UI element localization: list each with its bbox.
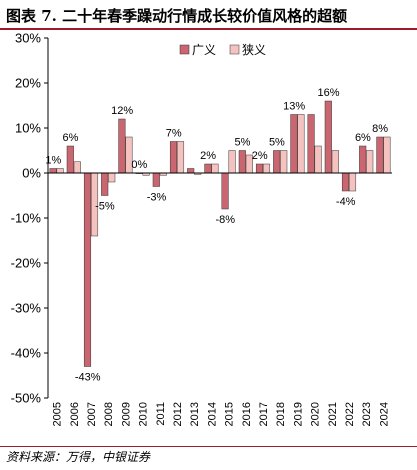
data-label-2015: -8%: [216, 214, 236, 226]
bar-narrow-2008: [108, 172, 116, 183]
legend-swatch-narrow: [229, 44, 240, 55]
x-tick-label-2017: 2017: [258, 402, 270, 426]
bar-broad-2021: [324, 100, 332, 174]
data-label-2011: -3%: [147, 192, 167, 204]
bar-narrow-2019: [297, 114, 305, 174]
x-tick-label-2010: 2010: [138, 402, 150, 426]
bar-narrow-2005: [56, 168, 64, 174]
bar-narrow-2017: [262, 163, 271, 174]
bar-broad-2012: [169, 141, 178, 174]
bar-broad-2020: [307, 114, 315, 174]
data-label-2008: -5%: [95, 201, 115, 213]
y-tick-label: 0%: [22, 166, 41, 181]
x-tick-label-2013: 2013: [189, 402, 201, 426]
data-label-2009: 12%: [111, 105, 133, 117]
x-tick-label-2009: 2009: [120, 402, 132, 426]
bar-broad-2016: [238, 150, 246, 174]
x-tick-label-2021: 2021: [327, 402, 339, 426]
data-label-2018: 5%: [269, 137, 285, 149]
y-tick-label: 30%: [15, 31, 41, 46]
bar-narrow-2018: [280, 150, 288, 174]
data-label-2024: 8%: [372, 123, 388, 135]
bar-narrow-2022: [348, 172, 357, 192]
legend-label-narrow: 狭义: [242, 43, 266, 57]
bar-broad-2005: [49, 168, 57, 174]
y-tick-label: -20%: [11, 256, 42, 271]
bar-broad-2023: [359, 145, 367, 174]
y-tick-label: -30%: [11, 301, 42, 316]
x-tick-label-2012: 2012: [172, 402, 184, 426]
x-tick-label-2015: 2015: [224, 402, 236, 426]
axes: 2005 2006 2007 2008 2009 2010 2011 2012 2013 2014…: [11, 31, 392, 426]
x-tick-label-2019: 2019: [292, 402, 304, 426]
title-rule: [0, 28, 417, 30]
data-label-2012: 7%: [166, 128, 182, 140]
bar-broad-2017: [255, 163, 264, 174]
bar-broad-2019: [290, 114, 298, 174]
bar-broad-2013: [187, 168, 195, 174]
bar-broad-2018: [273, 150, 281, 174]
y-tick-label: 10%: [15, 121, 41, 136]
data-labels: 1%6%-43%-5%12%0%-3%7%2%-8%5%2%5%13%16%-4…: [45, 87, 388, 384]
x-tick-label-2022: 2022: [344, 402, 356, 426]
data-label-2010: 0%: [131, 159, 147, 171]
bar-broad-2022: [341, 172, 350, 192]
x-tick-label-2007: 2007: [86, 402, 98, 426]
bar-narrow-2021: [331, 150, 339, 174]
data-label-2019: 13%: [283, 101, 305, 113]
x-tick-label-2018: 2018: [275, 402, 287, 426]
source-note: 资料来源：万得，中银证券: [6, 450, 151, 464]
data-label-2016: 5%: [235, 137, 251, 149]
data-label-2014: 2%: [200, 150, 216, 162]
bar-narrow-2024: [383, 136, 391, 174]
bar-broad-2015: [221, 172, 229, 210]
bar-broad-2011: [152, 172, 160, 187]
y-tick-label: -50%: [11, 391, 42, 406]
bar-narrow-2023: [366, 150, 374, 174]
bar-narrow-2012: [176, 141, 185, 174]
data-label-2023: 6%: [355, 132, 371, 144]
data-label-2017: 2%: [252, 150, 268, 162]
bar-narrow-2020: [314, 145, 322, 174]
bar-broad-2014: [204, 163, 212, 174]
bar-narrow-2015: [228, 150, 236, 174]
bar-broad-2024: [376, 136, 384, 174]
x-tick-label-2016: 2016: [241, 402, 253, 426]
data-label-2007: -43%: [75, 372, 101, 384]
y-tick-label: -10%: [11, 211, 42, 226]
x-tick-label-2011: 2011: [155, 402, 167, 426]
x-tick-label-2006: 2006: [69, 402, 81, 426]
bar-chart: 广义 狭义 2005 2006 2007 2008 2009 2010 2011 2012 201…: [11, 31, 392, 426]
x-tick-label-2023: 2023: [361, 402, 373, 426]
data-label-2022: -4%: [336, 196, 356, 208]
legend-label-broad: 广义: [192, 43, 216, 57]
bar-broad-2009: [118, 118, 126, 174]
bar-narrow-2014: [211, 163, 219, 174]
bar-narrow-2006: [73, 161, 81, 174]
x-tick-label-2014: 2014: [206, 402, 218, 426]
x-tick-label-2020: 2020: [310, 402, 322, 426]
data-label-2021: 16%: [317, 87, 339, 99]
x-tick-label-2008: 2008: [103, 402, 115, 426]
data-label-2005: 1%: [45, 155, 61, 167]
bar-broad-2008: [101, 172, 109, 196]
figure-title: 图表 7. 二十年春季躁动行情成长较价值风格的超额: [6, 7, 348, 25]
source-rule: [0, 446, 417, 447]
legend-swatch-broad: [179, 44, 190, 55]
data-label-2006: 6%: [63, 132, 79, 144]
legend: 广义 狭义: [179, 43, 266, 57]
bar-broad-2006: [66, 145, 74, 174]
x-tick-label-2024: 2024: [378, 402, 390, 426]
x-tick-label-2005: 2005: [52, 402, 64, 426]
bars: [49, 100, 391, 367]
bar-broad-2007: [83, 172, 92, 367]
y-tick-label: 20%: [15, 76, 41, 91]
y-tick-label: -40%: [11, 346, 42, 361]
